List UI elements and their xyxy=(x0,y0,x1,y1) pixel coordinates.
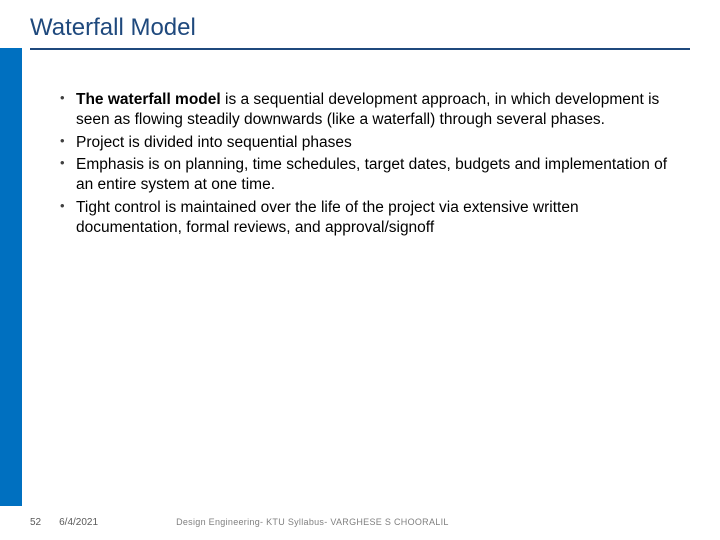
bullet-text: Tight control is maintained over the lif… xyxy=(76,199,579,236)
slide-content: The waterfall model is a sequential deve… xyxy=(58,90,686,241)
footer-footnote: Design Engineering- KTU Syllabus- VARGHE… xyxy=(176,517,449,527)
slide: Waterfall Model The waterfall model is a… xyxy=(0,0,720,540)
slide-footer: 52 6/4/2021 Design Engineering- KTU Syll… xyxy=(30,517,449,528)
bullet-list: The waterfall model is a sequential deve… xyxy=(58,90,686,238)
bullet-text: Emphasis is on planning, time schedules,… xyxy=(76,156,667,193)
bullet-text: Project is divided into sequential phase… xyxy=(76,134,352,151)
footer-date: 6/4/2021 xyxy=(59,517,98,528)
bullet-item: Project is divided into sequential phase… xyxy=(58,133,686,153)
bullet-bold: The waterfall model xyxy=(76,91,221,108)
title-underline xyxy=(30,48,690,50)
bullet-item: Emphasis is on planning, time schedules,… xyxy=(58,155,686,195)
bullet-item: The waterfall model is a sequential deve… xyxy=(58,90,686,130)
accent-bar xyxy=(0,48,22,506)
bullet-item: Tight control is maintained over the lif… xyxy=(58,198,686,238)
slide-title: Waterfall Model xyxy=(30,14,196,42)
page-number: 52 xyxy=(30,517,41,528)
